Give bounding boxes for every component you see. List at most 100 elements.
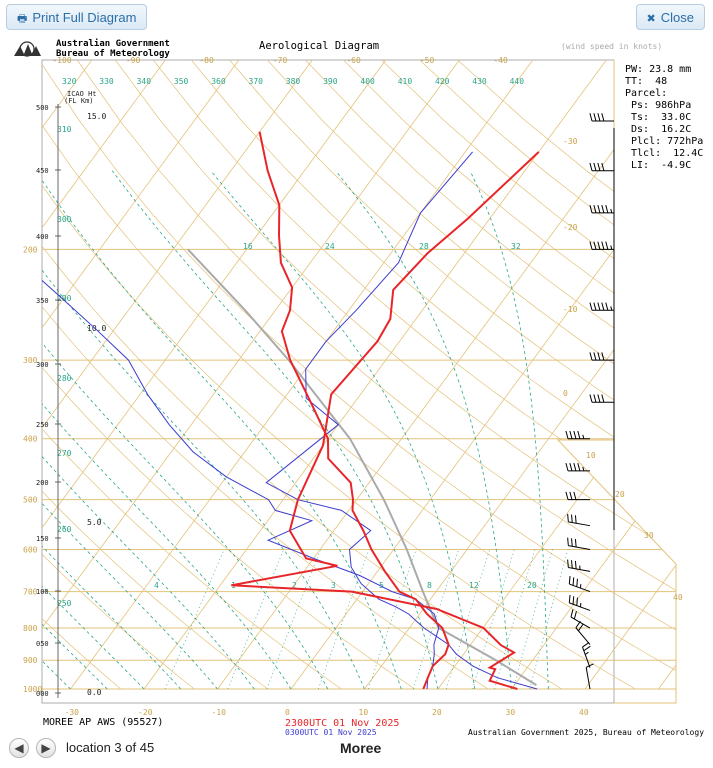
stability-indices: PW: 23.8 mm TT: 48 Parcel: Ps: 986hPa Ts… [625, 64, 703, 171]
temperature-bottom-label: -30 [65, 708, 80, 717]
theta-label: 370 [249, 77, 264, 86]
blue-temperature-trace [265, 151, 538, 690]
dry-adiabat [305, 60, 676, 690]
dry-adiabat [42, 60, 415, 690]
print-diagram-button[interactable]: 🖶 Print Full Diagram [6, 4, 148, 30]
wind-barb [589, 162, 614, 172]
printer-icon: 🖶 [17, 13, 28, 25]
flight-level-label: 100 [36, 588, 49, 596]
mixing-ratio-line [367, 549, 417, 690]
pressure-label: 900 [23, 656, 38, 665]
wind-barb [567, 559, 591, 572]
station-name: Moree [340, 740, 382, 756]
index-tlcl: Tlcl: 12.4C [625, 148, 703, 159]
parcel-curve [187, 248, 537, 686]
index-li: LI: -4.9C [625, 160, 691, 171]
theta-left-label: 280 [57, 374, 72, 383]
temperature-bottom-label: 20 [432, 708, 442, 717]
dry-adiabat [42, 60, 489, 690]
temperature-right-label: -20 [563, 223, 578, 232]
dry-adiabat [267, 60, 676, 690]
time-blue: 0300UTC 01 Nov 2025 [285, 728, 377, 737]
dry-adiabat [42, 60, 195, 690]
temperature-top-label: -80 [199, 56, 214, 65]
icao-label-1: ICAO Ht [67, 90, 97, 98]
temperature-top-label: -100 [52, 56, 71, 65]
wind-barb [589, 302, 614, 311]
pressure-label: 300 [23, 356, 38, 365]
temperature-top-label: -60 [346, 56, 361, 65]
flight-level-label: 200 [36, 479, 49, 487]
theta-label: 400 [360, 77, 375, 86]
dry-adiabat [42, 60, 676, 690]
dry-adiabat [42, 60, 342, 690]
index-ps: Ps: 986hPa [625, 100, 691, 111]
theta-label: 330 [99, 77, 114, 86]
index-parcel: Parcel: [625, 88, 667, 99]
isotherm [70, 60, 534, 690]
theta-label: 440 [510, 77, 525, 86]
isotherm [143, 60, 607, 690]
bom-logo [14, 41, 41, 57]
theta-left-label: 270 [57, 449, 72, 458]
mixing-ratio-line [164, 549, 225, 690]
mixing-ratio-label: 28 [419, 242, 429, 251]
temperature-right-label: 40 [673, 593, 683, 602]
temperature-right-label: 0 [563, 389, 568, 398]
close-button[interactable]: ✖ Close [635, 4, 705, 30]
theta-label: 360 [211, 77, 226, 86]
dry-adiabat [76, 60, 676, 690]
wind-barb [567, 537, 591, 550]
org-line-1: Australian Government [56, 38, 170, 49]
mixing-ratio-label: 3 [331, 581, 336, 590]
wind-barb [568, 594, 591, 611]
isotherm [42, 60, 240, 690]
wind-speed-note: (wind speed in knots) [561, 42, 662, 51]
theta-left-label: 300 [57, 215, 72, 224]
mixing-ratio-label: 5 [379, 581, 384, 590]
theta-label: 380 [286, 77, 301, 86]
theta-left-label: 290 [57, 294, 72, 303]
flight-level-label: 400 [36, 233, 49, 241]
mixing-ratio-label: 4 [154, 581, 159, 590]
pressure-label: 200 [23, 245, 38, 254]
blue-dewpoint-trace [42, 188, 440, 690]
mixing-ratio-line [412, 549, 459, 690]
theta-label: 320 [62, 77, 77, 86]
temperature-top-label: -50 [420, 56, 435, 65]
time-red: 2300UTC 01 Nov 2025 [285, 718, 399, 729]
wind-barb [567, 513, 591, 527]
index-pw: PW: 23.8 mm [625, 64, 691, 75]
wind-barb [565, 430, 590, 440]
pressure-label: 400 [23, 435, 38, 444]
flight-level-label: 500 [36, 104, 49, 112]
flight-level-label: 300 [36, 361, 49, 369]
saturated-adiabat [42, 170, 292, 690]
mixing-ratio-line [266, 549, 321, 690]
isotherm [584, 60, 676, 690]
next-location-button[interactable]: ▶ [36, 738, 56, 758]
flight-level-label: 450 [36, 167, 49, 175]
wind-barb [565, 491, 590, 501]
copyright: Australian Government 2025, Bureau of Me… [468, 728, 704, 737]
flight-level-label: 150 [36, 535, 49, 543]
saturated-adiabat [210, 170, 476, 690]
mixing-ratio-label: 16 [243, 242, 253, 251]
km-label: 15.0 [87, 112, 106, 121]
saturated-adiabat [469, 170, 549, 690]
temperature-right-label: -10 [563, 305, 578, 314]
theta-label: 390 [323, 77, 338, 86]
arrow-left-icon: ◀ [14, 741, 24, 755]
mixing-ratio-line [227, 549, 284, 690]
red-dewpoint-trace [258, 131, 450, 690]
saturated-adiabat [42, 170, 402, 690]
isotherm [42, 60, 387, 690]
previous-location-button[interactable]: ◀ [9, 738, 29, 758]
mixing-ratio-label: 32 [511, 242, 521, 251]
pressure-label: 700 [23, 588, 38, 597]
km-label: 0.0 [87, 688, 102, 697]
wind-barb [589, 352, 614, 361]
wind-barb [589, 205, 614, 214]
temperature-right-label: 20 [615, 490, 625, 499]
